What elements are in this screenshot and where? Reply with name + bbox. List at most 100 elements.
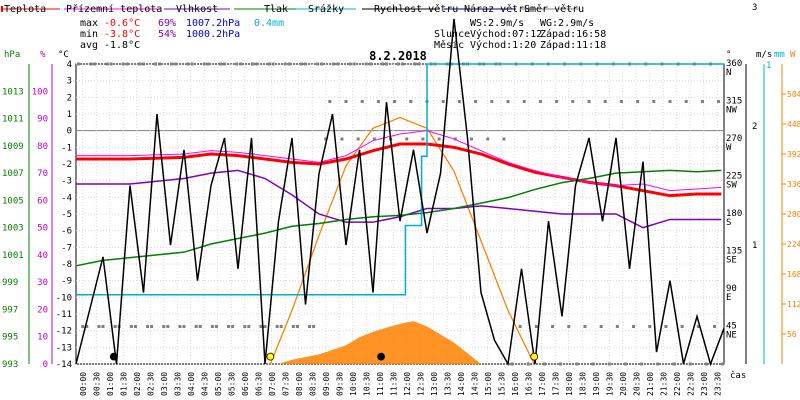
axis-unit-dir: ° bbox=[726, 50, 731, 60]
moonset-time: Západ:11:18 bbox=[540, 39, 606, 51]
tick-label-temp: 3 bbox=[67, 77, 72, 87]
tick-label-time: 23:00 bbox=[700, 372, 709, 396]
wind-direction-point bbox=[174, 62, 178, 66]
stats-block: max -0.6°C 69% 1007.2hPa 0.4mm min -3.8°… bbox=[80, 18, 284, 51]
wind-speed-readout: WS:2.9m/s bbox=[470, 18, 524, 29]
tick-label-dir-deg: 45 bbox=[726, 322, 737, 332]
tick-label-hpa: 1001 bbox=[2, 251, 24, 261]
tick-label-time: 13:30 bbox=[443, 372, 452, 396]
tick-label-w: 112 bbox=[787, 300, 800, 309]
legend-item-smer-vetru: Směr větru bbox=[520, 3, 584, 15]
right-axes: 45NE90E135SE180S225SW270W315NW360N123156… bbox=[726, 3, 800, 364]
tick-label-time: 22:00 bbox=[673, 372, 682, 396]
wind-direction-point bbox=[170, 62, 174, 66]
wind-direction-point bbox=[97, 325, 101, 328]
tick-label-time: 18:30 bbox=[578, 372, 587, 396]
wind-direction-point bbox=[332, 62, 336, 66]
wind-direction-point bbox=[328, 100, 332, 103]
tick-label-time: 05:30 bbox=[227, 372, 236, 396]
stats-max-press: 1007.2hPa bbox=[186, 18, 240, 29]
tick-label-time: 16:00 bbox=[511, 372, 520, 396]
legend-label: Rychlost větru bbox=[374, 3, 458, 15]
tick-label-time: 19:30 bbox=[605, 372, 614, 396]
tick-label-hpa: 995 bbox=[2, 333, 18, 343]
axis-unit-hpa: hPa bbox=[4, 50, 20, 60]
wind-direction-point bbox=[717, 100, 721, 103]
stats-avg-temp: -1.8°C bbox=[104, 40, 140, 51]
tick-label-dir-name: SW bbox=[726, 181, 737, 191]
wind-direction-point bbox=[251, 62, 255, 66]
wind-direction-point bbox=[526, 362, 530, 366]
wind-direction-point bbox=[652, 100, 656, 103]
legend-item-prizemni-teplota: Přízemní teplota bbox=[64, 3, 162, 15]
tick-label-mm: 1 bbox=[766, 61, 771, 71]
wind-direction-point bbox=[142, 62, 145, 66]
left-axes: -14-13-12-11-10-9-8-7-6-5-4-3-2-10123401… bbox=[2, 60, 72, 370]
tick-label-temp: 4 bbox=[67, 60, 72, 70]
tick-label-pct: 90 bbox=[37, 115, 48, 125]
tick-label-time: 07:00 bbox=[268, 372, 277, 396]
tick-label-time: 00:30 bbox=[92, 372, 101, 396]
wind-direction-point bbox=[146, 325, 150, 328]
sunrise-time: Východ:07:12 bbox=[470, 28, 542, 40]
tick-label-dir-name: E bbox=[726, 293, 731, 303]
tick-label-time: 16:30 bbox=[524, 372, 533, 396]
wind-direction-point bbox=[235, 62, 239, 66]
tick-label-time: 04:30 bbox=[200, 372, 209, 396]
tick-label-time: 01:00 bbox=[106, 372, 115, 396]
wind-direction-point bbox=[575, 362, 579, 366]
wind-direction-point bbox=[518, 325, 522, 328]
wind-direction-point bbox=[101, 325, 105, 328]
wind-direction-point bbox=[648, 325, 652, 328]
wind-direction-point bbox=[283, 62, 287, 66]
wind-direction-point bbox=[137, 62, 141, 66]
wind-direction-point bbox=[587, 100, 591, 103]
stats-max-hum: 69% bbox=[158, 18, 176, 29]
tick-label-time: 14:30 bbox=[470, 372, 479, 396]
tick-label-time: 09:30 bbox=[335, 372, 344, 396]
wind-direction-point bbox=[279, 325, 283, 328]
wind-direction-point bbox=[299, 62, 303, 66]
tick-label-time: 22:30 bbox=[686, 372, 695, 396]
axis-unit-mm: mm bbox=[774, 50, 785, 60]
wind-direction-point bbox=[356, 137, 360, 141]
wind-direction-point bbox=[380, 62, 384, 66]
wind-direction-point bbox=[81, 325, 85, 328]
series-line-sr-ky bbox=[76, 63, 724, 296]
wind-direction-point bbox=[344, 100, 348, 103]
tick-label-time: 02:00 bbox=[133, 372, 142, 396]
wind-direction-point bbox=[401, 62, 405, 66]
sunset-time: Západ:16:58 bbox=[540, 28, 606, 40]
wind-direction-point bbox=[672, 362, 676, 366]
wind-direction-point bbox=[441, 100, 445, 103]
tick-label-time: 08:00 bbox=[295, 372, 304, 396]
tick-label-time: 03:30 bbox=[173, 372, 182, 396]
tick-label-pct: 20 bbox=[37, 305, 48, 315]
wind-direction-point bbox=[295, 325, 299, 328]
tick-label-hpa: 997 bbox=[2, 305, 18, 315]
moonrise-time: Východ:1:20 bbox=[470, 39, 536, 51]
tick-label-time: 13:00 bbox=[430, 372, 439, 396]
tick-label-w: 336 bbox=[787, 180, 800, 189]
wind-direction-point bbox=[457, 100, 461, 103]
x-axis: 00:00 00:30 01:00 01:30 02:00 02:30 03:00 03:30… bbox=[79, 372, 723, 396]
wind-direction-point bbox=[486, 137, 490, 141]
wind-direction-point bbox=[619, 100, 623, 103]
tick-label-time: 05:00 bbox=[214, 372, 223, 396]
tick-label-w: 504 bbox=[787, 90, 800, 99]
wind-direction-point bbox=[559, 362, 563, 366]
tick-label-w: 224 bbox=[787, 240, 800, 249]
tick-label-w: 56 bbox=[787, 330, 797, 339]
wind-direction-point bbox=[721, 362, 725, 366]
tick-label-time: 06:30 bbox=[254, 372, 263, 396]
wind-direction-point bbox=[393, 100, 397, 103]
wind-direction-point bbox=[360, 100, 364, 103]
legend-item-rychlost-vetru: Rychlost větru bbox=[362, 3, 458, 15]
wind-direction-point bbox=[506, 100, 510, 103]
tick-label-time: 11:30 bbox=[389, 372, 398, 396]
wind-direction-point bbox=[255, 62, 259, 66]
wind-direction-point bbox=[522, 100, 526, 103]
tick-label-pct: 40 bbox=[37, 251, 48, 261]
tick-label-time: 07:30 bbox=[281, 372, 290, 396]
wind-direction-point bbox=[632, 325, 636, 328]
